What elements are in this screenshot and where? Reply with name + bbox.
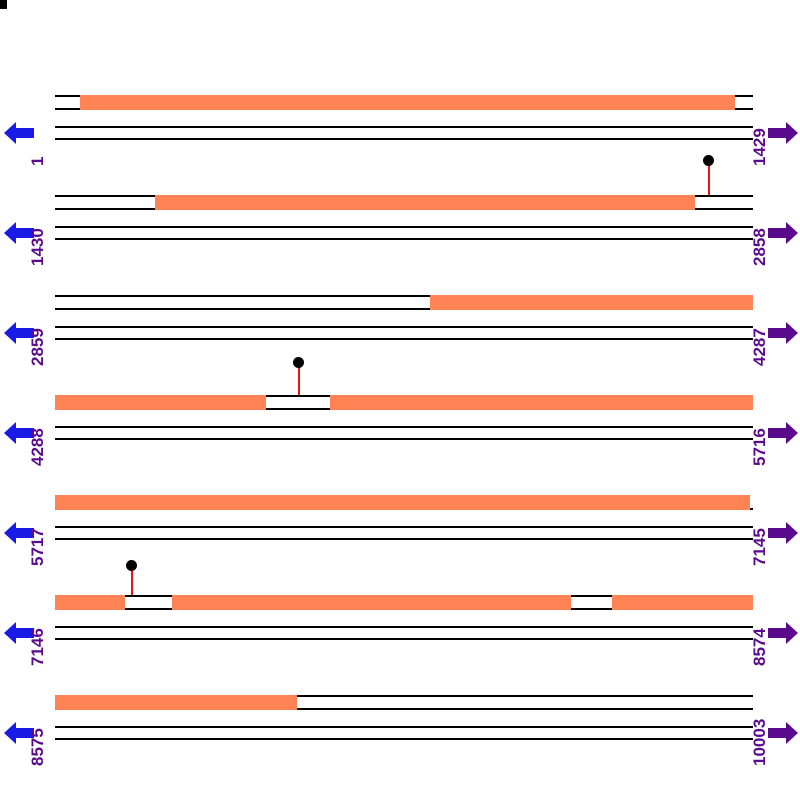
pin-marker-icon[interactable] — [703, 155, 714, 195]
end-coordinate-label: 8574 — [750, 628, 769, 666]
frame-line — [55, 226, 753, 228]
orf-segment[interactable] — [55, 395, 266, 410]
frame-track — [55, 560, 753, 642]
frame-line — [55, 126, 753, 128]
orf-gap-segment[interactable] — [571, 595, 612, 610]
arrow-left-icon[interactable] — [2, 620, 36, 646]
frame-track — [55, 290, 753, 342]
end-coordinate-label: 10003 — [750, 718, 769, 766]
end-coordinate-label: 7145 — [750, 528, 769, 566]
orf-gap-segment[interactable] — [735, 95, 753, 110]
frame-row: 1430 2858 — [0, 155, 800, 266]
orf-segment[interactable] — [80, 95, 735, 110]
frame-row: 4288 5716 — [0, 357, 800, 466]
start-coordinate-label: 4288 — [28, 428, 47, 466]
orf-segment[interactable] — [172, 595, 571, 610]
frame-line — [55, 638, 753, 640]
arrow-right-icon[interactable] — [766, 120, 800, 146]
arrow-left-icon[interactable] — [2, 420, 36, 446]
start-coordinate-label: 1430 — [28, 228, 47, 266]
arrow-right-icon[interactable] — [766, 620, 800, 646]
frame-line — [55, 338, 753, 340]
orf-segment[interactable] — [55, 595, 125, 610]
frame-row: 2859 4287 — [0, 290, 800, 366]
frame-track — [55, 690, 753, 742]
end-coordinate-label: 1429 — [750, 128, 769, 166]
arrow-left-icon[interactable] — [2, 220, 36, 246]
orf-segment[interactable] — [430, 295, 753, 310]
pin-head-icon — [126, 560, 137, 571]
arrow-right-icon[interactable] — [766, 320, 800, 346]
orf-gap-segment[interactable] — [55, 295, 430, 310]
arrow-right-icon[interactable] — [766, 220, 800, 246]
pin-head-icon — [293, 357, 304, 368]
frame-line — [55, 326, 753, 328]
corner-mark-icon — [0, 0, 7, 9]
frame-line — [55, 138, 753, 140]
pin-marker-icon[interactable] — [293, 357, 304, 395]
pin-head-icon — [703, 155, 714, 166]
orf-gap-segment[interactable] — [55, 95, 80, 110]
end-coordinate-label: 4287 — [750, 328, 769, 366]
frame-line — [55, 738, 753, 740]
frame-track — [55, 90, 753, 142]
start-coordinate-label: 7146 — [28, 628, 47, 666]
frame-track — [55, 155, 753, 242]
start-coordinate-label: 1 — [28, 156, 47, 166]
arrow-left-icon[interactable] — [2, 320, 36, 346]
frame-line — [55, 438, 753, 440]
frame-line — [55, 426, 753, 428]
arrow-left-icon[interactable] — [2, 120, 36, 146]
orf-segment[interactable] — [330, 395, 753, 410]
frame-row: 7146 8574 — [0, 560, 800, 666]
pin-marker-icon[interactable] — [126, 560, 137, 595]
end-coordinate-label: 5716 — [750, 428, 769, 466]
orf-segment[interactable] — [55, 695, 297, 710]
end-coordinate-label: 2858 — [750, 228, 769, 266]
orf-gap-segment[interactable] — [55, 195, 155, 210]
frame-track — [55, 357, 753, 442]
frame-track — [55, 490, 753, 542]
arrow-right-icon[interactable] — [766, 520, 800, 546]
frame-row: 1 1429 — [0, 90, 800, 166]
start-coordinate-label: 5717 — [28, 528, 47, 566]
frame-line — [55, 538, 753, 540]
orf-segment[interactable] — [55, 495, 750, 510]
frame-line — [55, 626, 753, 628]
start-coordinate-label: 8575 — [28, 728, 47, 766]
start-coordinate-label: 2859 — [28, 328, 47, 366]
orf-segment[interactable] — [612, 595, 753, 610]
arrow-right-icon[interactable] — [766, 720, 800, 746]
orf-gap-segment[interactable] — [266, 395, 330, 410]
frame-line — [55, 238, 753, 240]
frame-row: 5717 7145 — [0, 490, 800, 566]
orf-gap-segment[interactable] — [125, 595, 172, 610]
frame-line — [55, 526, 753, 528]
arrow-left-icon[interactable] — [2, 520, 36, 546]
frame-row: 8575 10003 — [0, 690, 800, 766]
orf-gap-segment[interactable] — [297, 695, 753, 710]
arrow-left-icon[interactable] — [2, 720, 36, 746]
orf-gap-segment[interactable] — [695, 195, 753, 210]
arrow-right-icon[interactable] — [766, 420, 800, 446]
frame-line — [55, 726, 753, 728]
orf-segment[interactable] — [155, 195, 695, 210]
